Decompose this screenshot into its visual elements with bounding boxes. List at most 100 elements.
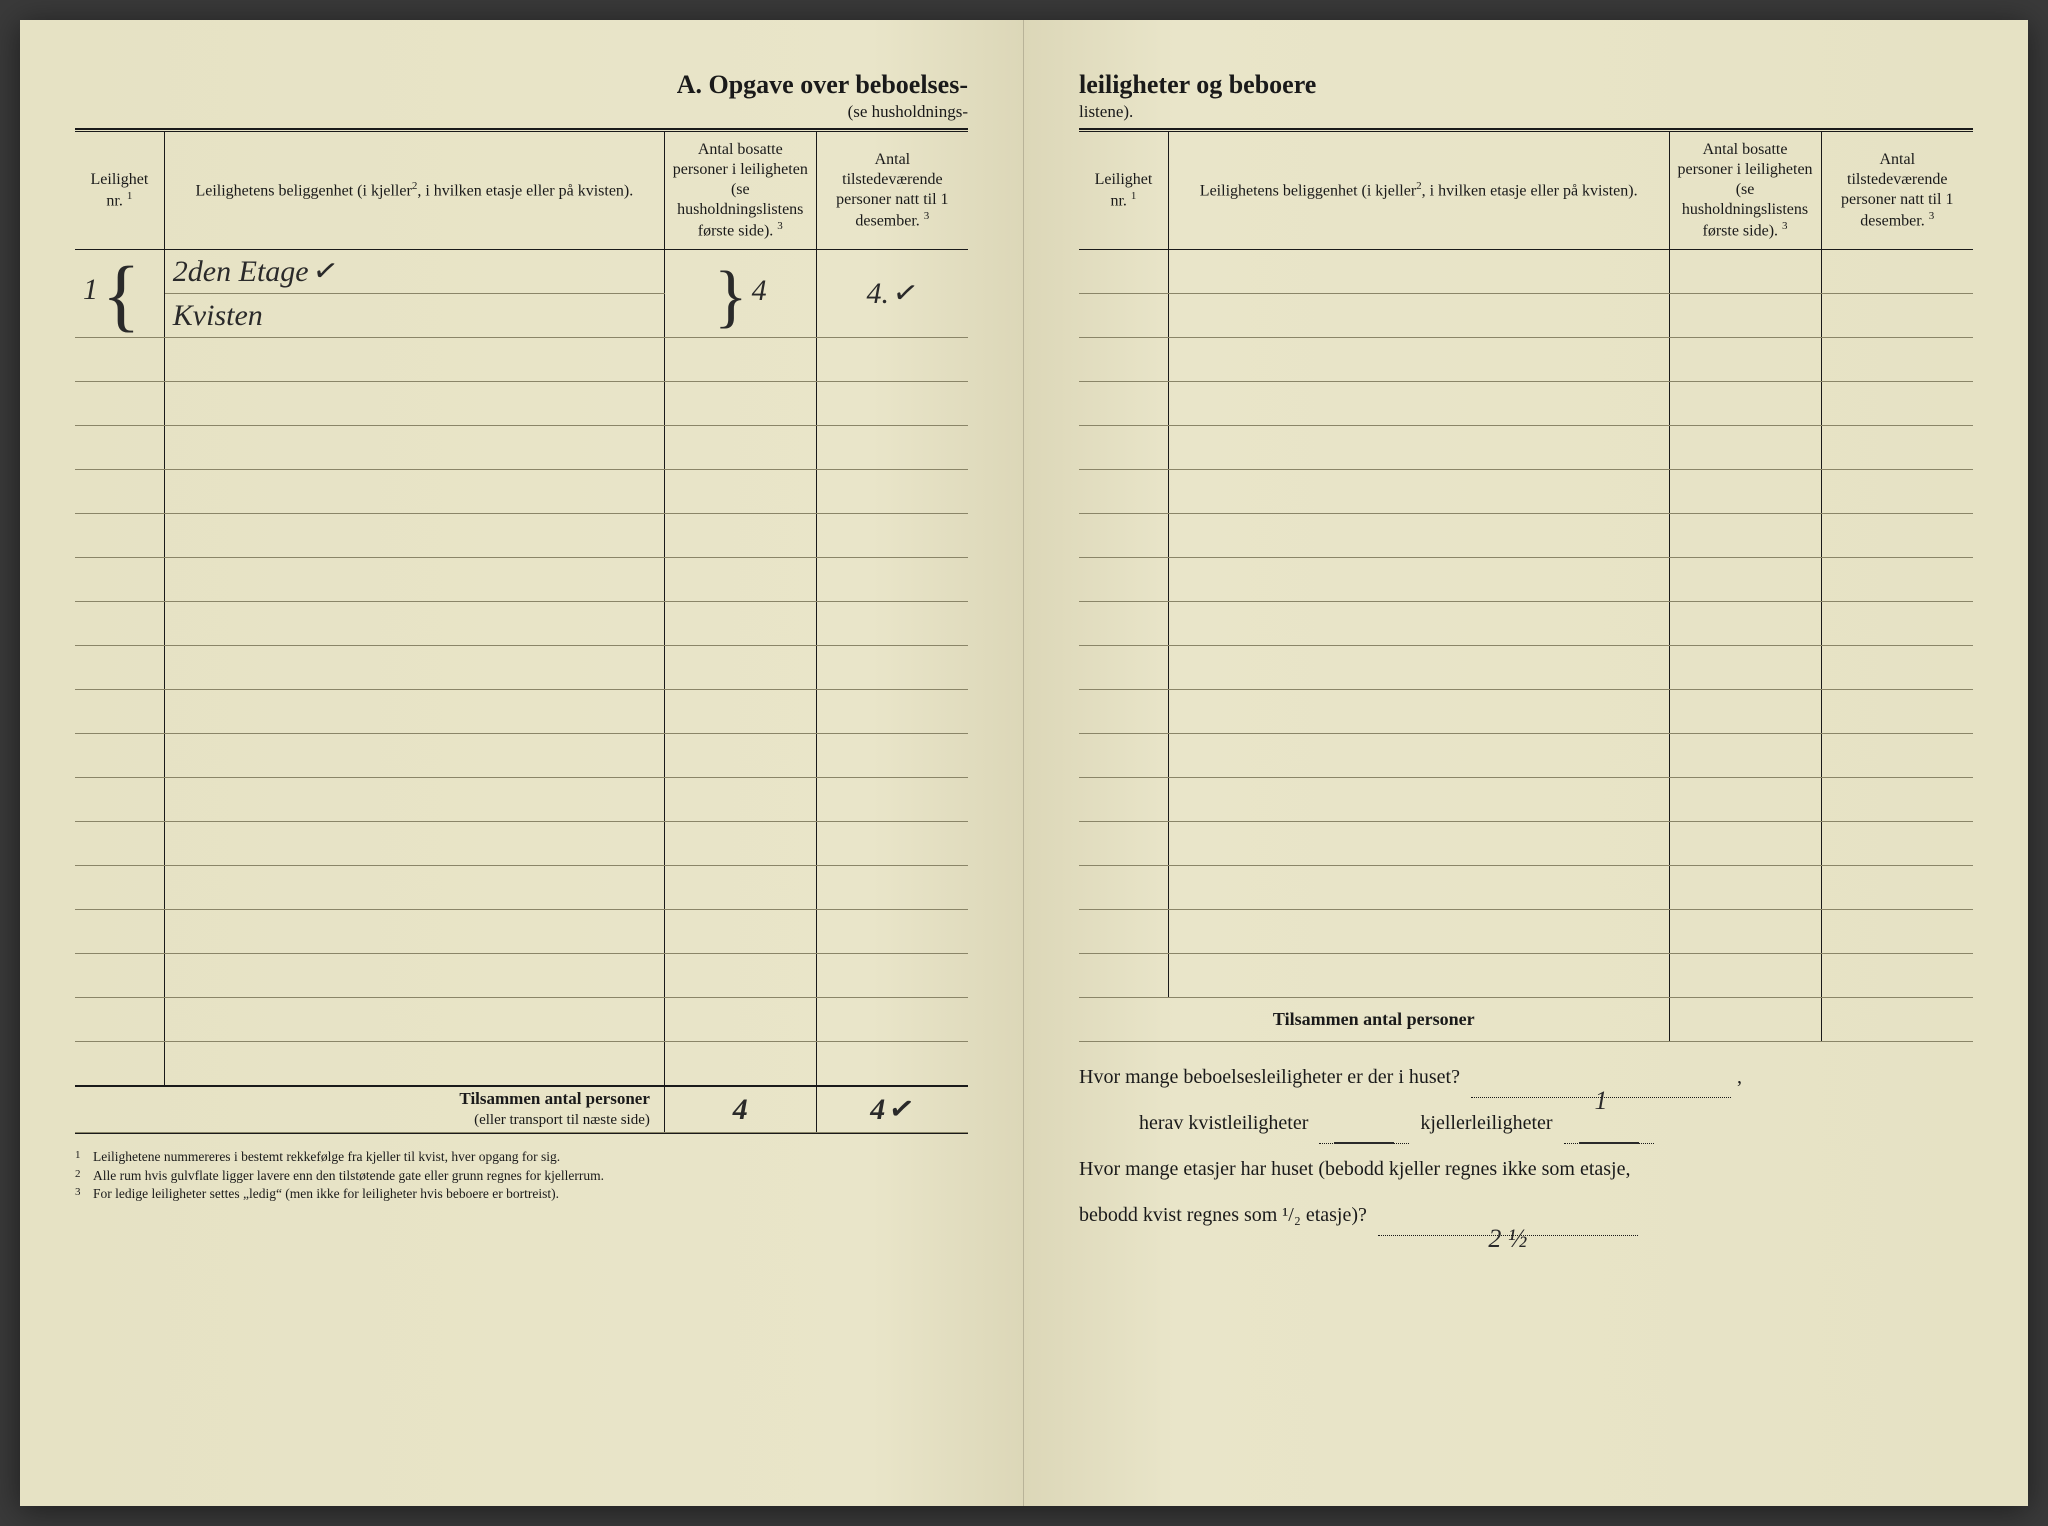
right-totals-label-cell: Tilsammen antal personer: [1079, 998, 1669, 1042]
question-1: Hvor mange beboelsesleiligheter er der i…: [1079, 1056, 1973, 1098]
table-row: [75, 778, 968, 822]
table-row: [75, 646, 968, 690]
hdr-n2-sup-r: 3: [1929, 210, 1935, 222]
table-row: [1079, 954, 1973, 998]
q1-blank: 1: [1471, 1074, 1731, 1098]
table-row: [75, 338, 968, 382]
hdr-n1-sup-r: 3: [1782, 220, 1788, 232]
table-row: [75, 822, 968, 866]
hdr-n1-text: Antal bosatte personer i leiligheten (se…: [673, 141, 808, 239]
hdr-n1: Antal bosatte personer i leiligheten (se…: [664, 132, 816, 250]
document-spread: A. Opgave over beboelses- (se husholdnin…: [20, 20, 2028, 1506]
hdr-loc-r: Leilighetens beliggenhet (i kjeller2, i …: [1168, 132, 1669, 250]
table-row: [75, 910, 968, 954]
table-row: [75, 558, 968, 602]
hdr-n2: Antal tilstedeværende personer natt til …: [816, 132, 968, 250]
hdr-nr: Leilighet nr. 1: [75, 132, 164, 250]
dash-icon: [1579, 1142, 1639, 1144]
table-row: [1079, 778, 1973, 822]
hdr-loc-a: Leilighetens beliggenhet (i kjeller: [195, 182, 411, 199]
left-title: A. Opgave over beboelses-: [75, 70, 968, 100]
totals-label: Tilsammen antal personer: [459, 1089, 649, 1108]
right-totals-label: Tilsammen antal personer: [1273, 1009, 1475, 1029]
brace-close-icon: }: [714, 258, 748, 335]
table-row: [75, 866, 968, 910]
hdr-nr-r: Leilighet nr. 1: [1079, 132, 1168, 250]
hdr-nr-sup-r: 1: [1131, 190, 1137, 202]
hdr-n2-text: Antal tilstedeværende personer natt til …: [836, 151, 948, 229]
table-row: [75, 998, 968, 1042]
table-row: [1079, 866, 1973, 910]
hdr-loc: Leilighetens beliggenhet (i kjeller2, i …: [164, 132, 664, 250]
totals-n1: 4: [664, 1086, 816, 1132]
table-row: [75, 470, 968, 514]
brace-icon: {: [102, 251, 140, 339]
q3-blank: 2 ½: [1378, 1212, 1638, 1236]
left-totals-row: Tilsammen antal personer (eller transpor…: [75, 1086, 968, 1132]
footnote-1: 1Leilighetene nummereres i bestemt rekke…: [75, 1148, 968, 1167]
right-totals-n1: [1669, 998, 1821, 1042]
q1-text: Hvor mange beboelsesleiligheter er der i…: [1079, 1066, 1460, 1088]
right-page: leiligheter og beboere listene). Leiligh…: [1024, 20, 2028, 1506]
hdr-nr-text-r: Leilighet nr.: [1095, 171, 1153, 209]
totals-n1-val: 4: [733, 1093, 748, 1126]
table-row: [1079, 646, 1973, 690]
table-row: [1079, 250, 1973, 294]
question-3b: bebodd kvist regnes som ¹/₂ etasje)? 2 ½: [1079, 1194, 1973, 1236]
questions-block: Hvor mange beboelsesleiligheter er der i…: [1079, 1056, 1973, 1236]
hdr-n1-sup: 3: [777, 220, 783, 232]
table-row: [75, 954, 968, 998]
q2b-blank: [1564, 1120, 1654, 1144]
entry-n1: 4: [752, 274, 767, 307]
left-tbody: 1 { 2den Etage ✓ } 4 4. ✓: [75, 250, 968, 1132]
q3a-text: Hvor mange etasjer har huset (bebodd kje…: [1079, 1158, 1630, 1180]
right-totals-n2: [1821, 998, 1973, 1042]
table-row: [1079, 558, 1973, 602]
totals-n2-val: 4: [870, 1093, 885, 1126]
table-row: [1079, 294, 1973, 338]
table-row: [75, 514, 968, 558]
right-totals-row: Tilsammen antal personer: [1079, 998, 1973, 1042]
table-row: [75, 602, 968, 646]
hdr-nr-text: Leilighet nr.: [91, 171, 149, 209]
footnote-3: 3For ledige leiligheter settes „ledig“ (…: [75, 1185, 968, 1204]
entry-loc2: Kvisten: [173, 299, 263, 332]
q3b-text: bebodd kvist regnes som ¹/₂ etasje)?: [1079, 1204, 1367, 1226]
cell-loc2: Kvisten: [164, 294, 664, 338]
hdr-n1-r: Antal bosatte personer i leiligheten (se…: [1669, 132, 1821, 250]
right-header-row: Leilighet nr. 1 Leilighetens beliggenhet…: [1079, 132, 1973, 250]
question-3a: Hvor mange etasjer har huset (bebodd kje…: [1079, 1148, 1973, 1190]
right-tbody: Tilsammen antal personer: [1079, 250, 1973, 1042]
table-row: [75, 690, 968, 734]
left-table: Leilighet nr. 1 Leilighetens beliggenhet…: [75, 132, 968, 1133]
q3-value: 2 ½: [1488, 1224, 1527, 1253]
entry-n2: 4.: [867, 277, 890, 310]
right-subtitle: listene).: [1079, 102, 1973, 122]
hdr-loc-a-r: Leilighetens beliggenhet (i kjeller: [1200, 182, 1416, 199]
totals-n2: 4 ✓: [816, 1086, 968, 1132]
hdr-loc-b-r: , i hvilken etasje eller på kvisten).: [1422, 182, 1638, 199]
hdr-n2-r: Antal tilstedeværende personer natt til …: [1821, 132, 1973, 250]
table-row: [75, 426, 968, 470]
footnote-3-text: For ledige leiligheter settes „ledig“ (m…: [93, 1185, 559, 1204]
left-page: A. Opgave over beboelses- (se husholdnin…: [20, 20, 1024, 1506]
table-row: [1079, 514, 1973, 558]
dash-icon: [1334, 1142, 1394, 1144]
table-row: [1079, 338, 1973, 382]
hdr-nr-sup: 1: [127, 190, 133, 202]
checkmark-icon: ✓: [890, 274, 921, 313]
table-row: 1 { 2den Etage ✓ } 4 4. ✓: [75, 250, 968, 294]
table-row: [75, 734, 968, 778]
hdr-n2-text-r: Antal tilstedeværende personer natt til …: [1841, 151, 1953, 229]
right-table: Leilighet nr. 1 Leilighetens beliggenhet…: [1079, 132, 1973, 1042]
q2a-blank: [1319, 1120, 1409, 1144]
table-row: [1079, 426, 1973, 470]
footnote-2: 2Alle rum hvis gulvflate ligger lavere e…: [75, 1167, 968, 1186]
entry-nr: 1: [83, 273, 98, 306]
totals-sub: (eller transport til næste side): [474, 1112, 650, 1128]
entry-loc1: 2den Etage: [173, 255, 309, 288]
table-row: [1079, 690, 1973, 734]
footnote-1-text: Leilighetene nummereres i bestemt rekkef…: [93, 1148, 560, 1167]
table-row: [75, 1042, 968, 1086]
footnote-2-text: Alle rum hvis gulvflate ligger lavere en…: [93, 1167, 604, 1186]
